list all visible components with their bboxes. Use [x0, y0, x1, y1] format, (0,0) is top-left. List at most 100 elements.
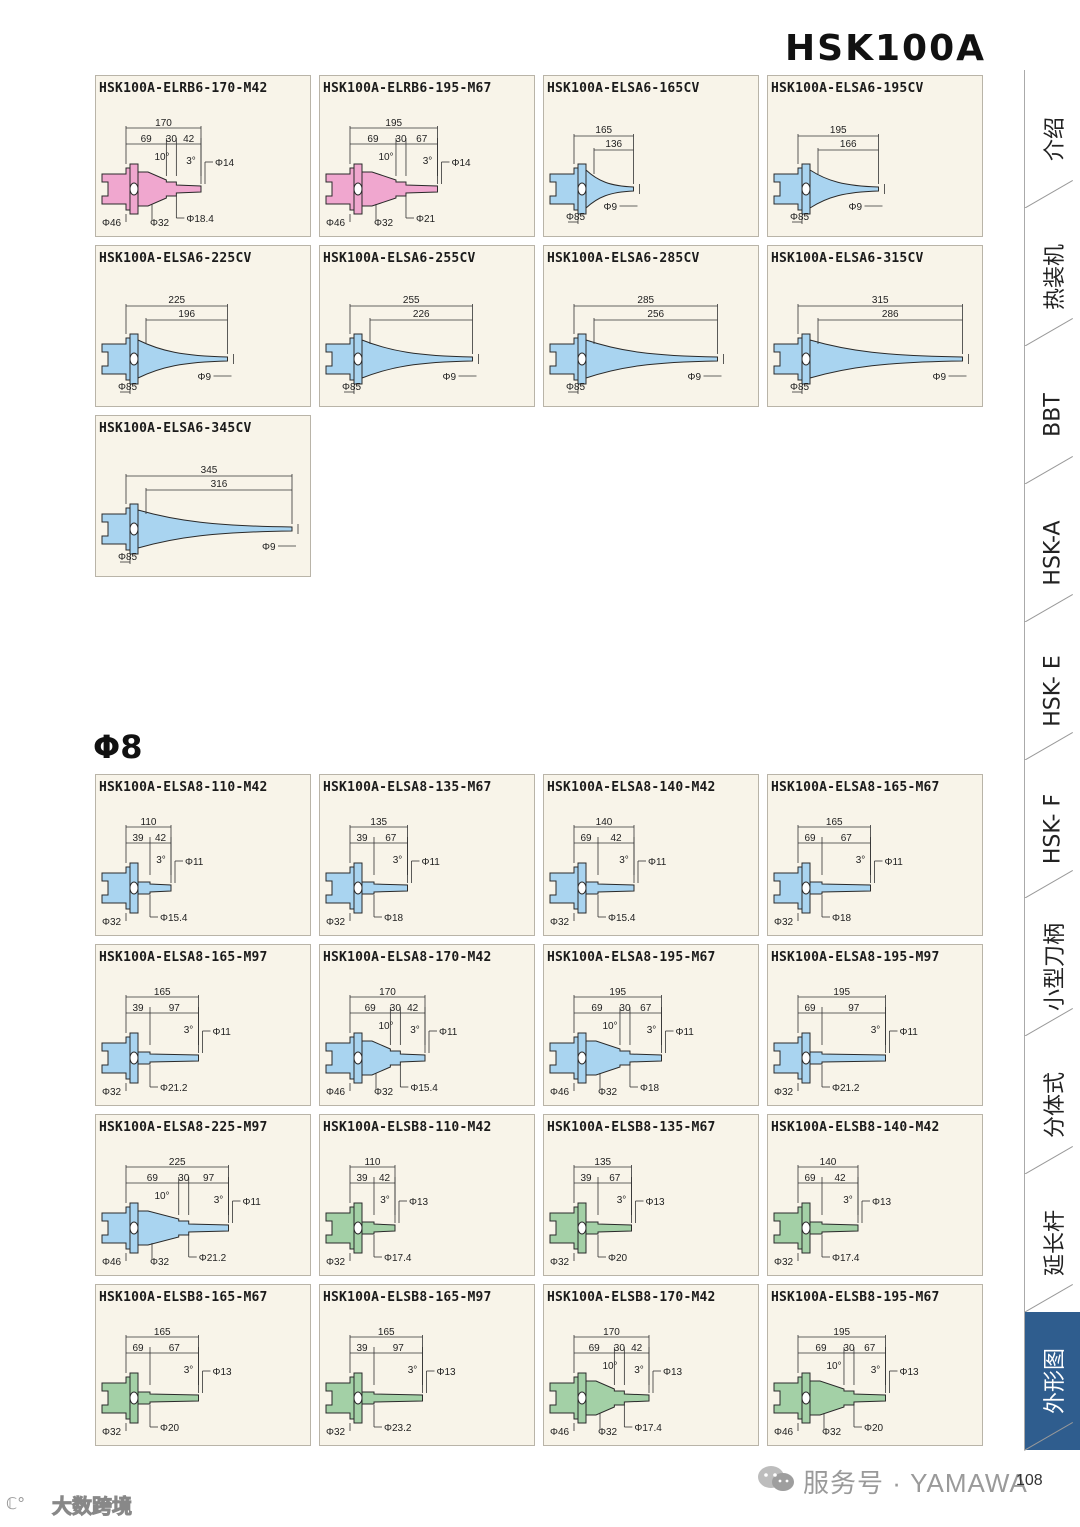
tip-diameter-label: Φ13	[213, 1367, 233, 1378]
dimension-drawing: 195 69 30 67 10° 3° Φ13 Φ46 Φ32 Φ20	[773, 1327, 920, 1438]
section-heading: Φ8	[93, 728, 143, 766]
product-code: HSK100A-ELSA6-285CV	[547, 251, 700, 266]
extension-shape	[809, 881, 871, 895]
neck-diameter-label: Φ21.2	[832, 1083, 860, 1094]
flange-diameter-label: Φ32	[550, 1257, 570, 1268]
flange-diameter-label: Φ85	[566, 212, 586, 223]
taper-angle-label: 3°	[380, 1195, 390, 1206]
product-card: HSK100A-ELSA6-345CV 345 316 Φ85 Φ9	[95, 415, 311, 577]
nav-tab[interactable]: BBT	[1024, 346, 1080, 484]
extension-shape	[361, 1040, 426, 1076]
segment-length-label: 42	[155, 833, 167, 844]
segment-length-label: 39	[356, 833, 368, 844]
overall-length-label: 195	[830, 125, 847, 136]
shank-length-label: 256	[647, 309, 664, 320]
neck-diameter-label: Φ20	[160, 1423, 180, 1434]
dimension-drawing: 165 39 973° Φ13 Φ32 Φ23.2	[325, 1327, 456, 1438]
overall-length-label: 195	[609, 987, 626, 998]
extension-shape	[361, 881, 408, 895]
overall-length-label: 140	[820, 1157, 837, 1168]
overall-length-label: 285	[637, 295, 654, 306]
tip-diameter-label: Φ9	[443, 372, 457, 383]
nav-tab-label: HSK- E	[1040, 655, 1065, 727]
hsk-holder-shape	[325, 1372, 363, 1424]
footer-service-text: 服务号 · YAMAWA	[803, 1468, 1028, 1498]
overall-length-label: 110	[365, 1157, 381, 1168]
product-code: HSK100A-ELSA8-225-M97	[99, 1120, 268, 1135]
product-card: HSK100A-ELRB6-195-M67 195 69 30 67 10° 3° Φ14 Φ4…	[319, 75, 535, 237]
nav-tab[interactable]: 介绍	[1024, 70, 1080, 208]
product-card: HSK100A-ELRB6-170-M42 170 69 30 42 10° 3° Φ14 Φ4…	[95, 75, 311, 237]
dimension-drawing: 195 69 97 3° Φ11 Φ32 Φ21.2	[773, 987, 918, 1098]
extension-shape	[809, 1051, 886, 1065]
neck-diameter-label: Φ21.2	[160, 1083, 188, 1094]
product-card: HSK100A-ELSA8-135-M67 135 39 67 3° Φ11 Φ32 Φ18	[319, 774, 535, 936]
nav-tab-label: BBT	[1040, 393, 1065, 437]
shank-length-label: 196	[178, 309, 195, 320]
taper-angle-label: 3°	[871, 1025, 881, 1036]
nav-tab[interactable]: HSK- E	[1024, 622, 1080, 760]
product-card: HSK100A-ELSA6-315CV 315 286 Φ85 Φ9	[767, 245, 983, 407]
hsk-holder-shape	[101, 1202, 139, 1254]
tip-diameter-label: Φ9	[604, 202, 618, 213]
segment-length-label: 39	[356, 1173, 368, 1184]
hsk-holder-shape	[101, 503, 139, 555]
hsk-holder-shape	[773, 862, 811, 914]
product-card: HSK100A-ELSB8-135-M67 135 39 67 3° Φ13 Φ32 Φ20	[543, 1114, 759, 1276]
dimension-drawing: 255 226 Φ85 Φ9	[325, 295, 479, 394]
product-code: HSK100A-ELSA6-195CV	[771, 81, 924, 96]
overall-length-label: 170	[379, 987, 396, 998]
flange-diameter-label: Φ85	[342, 382, 362, 393]
dimension-drawing: 195 166 Φ85 Φ9	[773, 125, 885, 224]
nav-tab[interactable]: 小型刀柄	[1024, 898, 1080, 1036]
segment-length-label: 42	[631, 1343, 643, 1354]
overall-length-label: 255	[403, 295, 420, 306]
cone-extension-shape	[137, 509, 293, 549]
segment-length-label: 97	[203, 1173, 215, 1184]
segment-length-label: 30	[166, 134, 178, 145]
tip-diameter-label: Φ11	[213, 1027, 232, 1038]
segment-length-label: 42	[610, 833, 622, 844]
product-code: HSK100A-ELSA8-165-M67	[771, 780, 940, 795]
hsk-holder-shape	[549, 1202, 587, 1254]
hsk-holder-shape	[325, 1032, 363, 1084]
nav-tab[interactable]: 外形图	[1024, 1312, 1080, 1450]
taper-angle-label: 3°	[214, 1195, 224, 1206]
segment-length-label: 30	[390, 1003, 402, 1014]
product-card: HSK100A-ELSB8-110-M42 110 39 42 3° Φ13 Φ32 Φ17.…	[319, 1114, 535, 1276]
extension-shape	[137, 1051, 199, 1065]
product-card: HSK100A-ELSB8-170-M42 170 69 30 42 10° 3° Φ13 Φ4…	[543, 1284, 759, 1446]
hsk-holder-shape	[773, 1032, 811, 1084]
body-diameter-label: Φ32	[374, 1087, 394, 1098]
nav-tab[interactable]: HSK- F	[1024, 760, 1080, 898]
flange-diameter-label: Φ85	[566, 382, 586, 393]
segment-length-label: 69	[589, 1343, 601, 1354]
tip-diameter-label: Φ13	[900, 1367, 920, 1378]
taper-angle-label: 3°	[856, 855, 866, 866]
segment-length-label: 67	[385, 833, 397, 844]
overall-length-label: 315	[872, 295, 889, 306]
flange-diameter-label: Φ32	[550, 917, 570, 928]
segment-length-label: 67	[640, 1003, 652, 1014]
segment-length-label: 42	[834, 1173, 846, 1184]
product-code: HSK100A-ELSA8-195-M97	[771, 950, 940, 965]
neck-diameter-label: Φ20	[608, 1253, 628, 1264]
overall-length-label: 140	[596, 817, 613, 828]
hsk-holder-shape	[101, 862, 139, 914]
hsk-holder-shape	[101, 333, 139, 385]
product-code: HSK100A-ELSB8-165-M67	[99, 1290, 268, 1305]
product-card: HSK100A-ELSA8-170-M42 170 69 30 42 10° 3° Φ11 Φ4…	[319, 944, 535, 1106]
nav-tab[interactable]: 延长杆	[1024, 1174, 1080, 1312]
nav-tab[interactable]: 热装机	[1024, 208, 1080, 346]
neck-diameter-label: Φ18.4	[186, 214, 214, 225]
product-card: HSK100A-ELSB8-165-M67 165 69 67 3° Φ13 Φ32 Φ20	[95, 1284, 311, 1446]
segment-length-label: 42	[407, 1003, 419, 1014]
segment-length-label: 30	[619, 1003, 631, 1014]
flange-diameter-label: Φ32	[326, 917, 346, 928]
nav-tab[interactable]: HSK-A	[1024, 484, 1080, 622]
extension-shape	[361, 1221, 396, 1235]
taper-angle-label: 10°	[826, 1361, 841, 1372]
cone-extension-shape	[809, 169, 879, 209]
nav-tab[interactable]: 分体式	[1024, 1036, 1080, 1174]
taper-angle-label: 10°	[378, 152, 393, 163]
